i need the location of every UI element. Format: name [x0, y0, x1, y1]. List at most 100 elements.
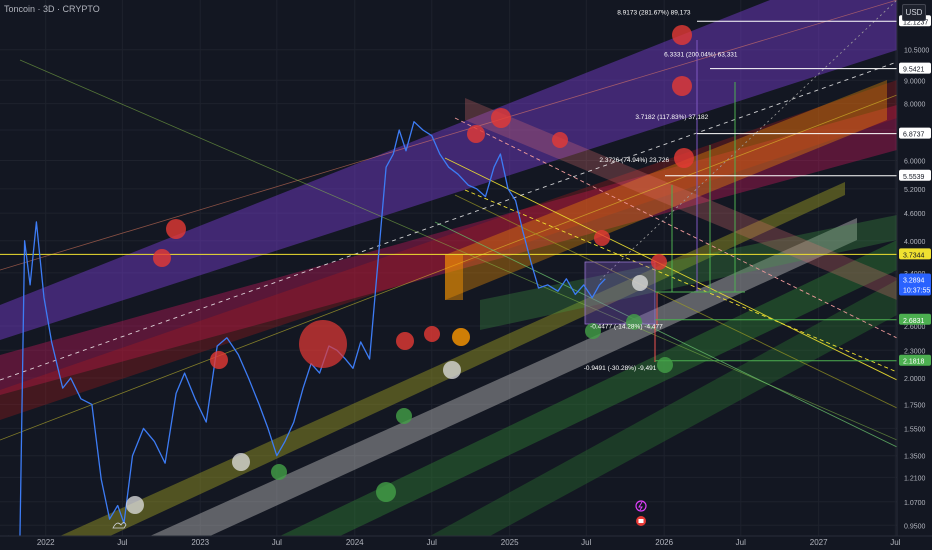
price-label-badge [899, 273, 931, 296]
price-label-text: 12.1237 [903, 19, 928, 26]
trend-line [19, 59, 897, 441]
trend-line [454, 194, 897, 409]
y-tick-label: 1.3500 [904, 454, 926, 461]
price-label-text: 2.1818 [903, 359, 925, 366]
x-tick-label: 2024 [346, 538, 364, 547]
x-tick-label: 2022 [37, 538, 55, 547]
trend-line [0, 94, 897, 441]
measure-annotation: -0.9491 (-30.28%) -9,491 [584, 365, 657, 372]
x-tick-label: 2023 [191, 538, 209, 547]
measure-annotation: 2.3726 (74.94%) 23,726 [599, 157, 669, 164]
price-label-badge [899, 248, 931, 260]
y-tick-label: 6.0000 [904, 159, 926, 166]
trend-line [0, 0, 897, 271]
y-tick-label: 1.7500 [904, 402, 926, 409]
news-icon-glyph [638, 519, 644, 523]
channel-band-green-c [480, 215, 897, 330]
x-tick-label: 2026 [655, 538, 673, 547]
signal-circle-orange [452, 328, 470, 346]
signal-circle-red [491, 108, 511, 128]
chart-title: Toncoin · 3D · CRYPTO [4, 4, 100, 14]
trend-line [444, 157, 897, 381]
signal-circle-red [396, 332, 414, 350]
signal-circle-grey [126, 496, 144, 514]
measure-annotation: 3.7182 (117.83%) 37,182 [635, 114, 708, 121]
bull-icon [112, 522, 127, 529]
measure-annotation: -0.4477 (-14.28%) -4,477 [590, 323, 663, 330]
trend-line-dashed [0, 61, 897, 381]
y-tick-label: 1.5500 [904, 426, 926, 433]
currency-selector[interactable]: USD [902, 4, 926, 21]
signal-circles [126, 25, 694, 514]
signal-circle-grey [632, 275, 648, 291]
x-tick-label: Jul [736, 538, 746, 547]
signal-circle-red [299, 320, 347, 368]
lightning-icon-glyph [638, 501, 643, 511]
lightning-icon[interactable] [635, 500, 647, 512]
x-tick-label: Jul [890, 538, 900, 547]
signal-circle-red [424, 326, 440, 342]
price-label-badge [899, 127, 931, 139]
y-tick-label: 8.0000 [904, 102, 926, 109]
channel-band-olive [60, 182, 845, 536]
x-tick-label: Jul [581, 538, 591, 547]
signal-circle-red [672, 25, 692, 45]
y-tick-label: 10.5000 [904, 48, 929, 55]
descending-band-pink [465, 98, 897, 300]
x-tick-label: Jul [272, 538, 282, 547]
signal-circle-red [594, 230, 610, 246]
y-tick-label: 2.3000 [904, 348, 926, 355]
signal-circle-red [674, 148, 694, 168]
signal-circle-red [672, 76, 692, 96]
price-level-lines [0, 20, 897, 362]
channel-band-green-a [280, 240, 897, 536]
price-label-badge [899, 313, 931, 325]
trend-line-dashed [454, 117, 897, 339]
signal-circle-red [651, 254, 667, 270]
channel-band-grey [150, 218, 857, 536]
consolidation-box [584, 261, 656, 325]
signal-circle-red [467, 125, 485, 143]
price-label-badge [899, 169, 931, 181]
price-label-badge [899, 62, 931, 74]
y-tick-label: 2.6000 [904, 324, 926, 331]
y-tick-label: 9.0000 [904, 78, 926, 85]
y-tick-label: 4.0000 [904, 239, 926, 246]
price-label-text: 2.6831 [903, 318, 925, 325]
trend-line-dashed [464, 189, 897, 373]
measure-annotations: 8.9173 (281.67%) 89,173 6.3331 (200.04%) … [584, 9, 738, 372]
price-label-text: 6.8737 [903, 132, 925, 139]
x-tick-label: Jul [117, 538, 127, 547]
chart-grid [0, 0, 897, 536]
price-label-badge [899, 354, 931, 366]
signal-circle-green [657, 357, 673, 373]
trend-line [434, 221, 897, 448]
y-tick-label: 1.0700 [904, 500, 926, 507]
signal-circle-red [210, 351, 228, 369]
price-label-text: 3.2894 [903, 277, 925, 284]
measure-annotation: 6.3331 (200.04%) 63,331 [664, 51, 738, 58]
signal-circle-green [585, 323, 601, 339]
signal-circle-green [271, 464, 287, 480]
x-tick-label: Jul [427, 538, 437, 547]
signal-circle-green [626, 314, 642, 330]
signal-circle-green [396, 408, 412, 424]
event-icons[interactable] [635, 500, 647, 526]
signal-circle-green [376, 482, 396, 502]
channel-band-red [0, 80, 897, 420]
measure-annotation: 8.9173 (281.67%) 89,173 [617, 9, 691, 16]
trend-line-dotted [599, 0, 897, 281]
signal-circle-grey [232, 453, 250, 471]
x-tick-label: 2025 [501, 538, 519, 547]
price-label-text: 3.7344 [903, 252, 925, 259]
y-tick-label: 0.9500 [904, 523, 926, 530]
signal-circle-red [166, 219, 186, 239]
y-tick-label: 1.2100 [904, 475, 926, 482]
y-tick-label: 2.0000 [904, 376, 926, 383]
time-axis-ticks: 2022 Jul 2023 Jul 2024 Jul 2025 Jul 2026 Jul 2027 J… [37, 538, 901, 547]
signal-circle-red [552, 132, 568, 148]
price-label-text: 9.5421 [903, 67, 925, 74]
x-tick-label: 2027 [810, 538, 828, 547]
y-tick-label: 4.6000 [904, 211, 926, 218]
